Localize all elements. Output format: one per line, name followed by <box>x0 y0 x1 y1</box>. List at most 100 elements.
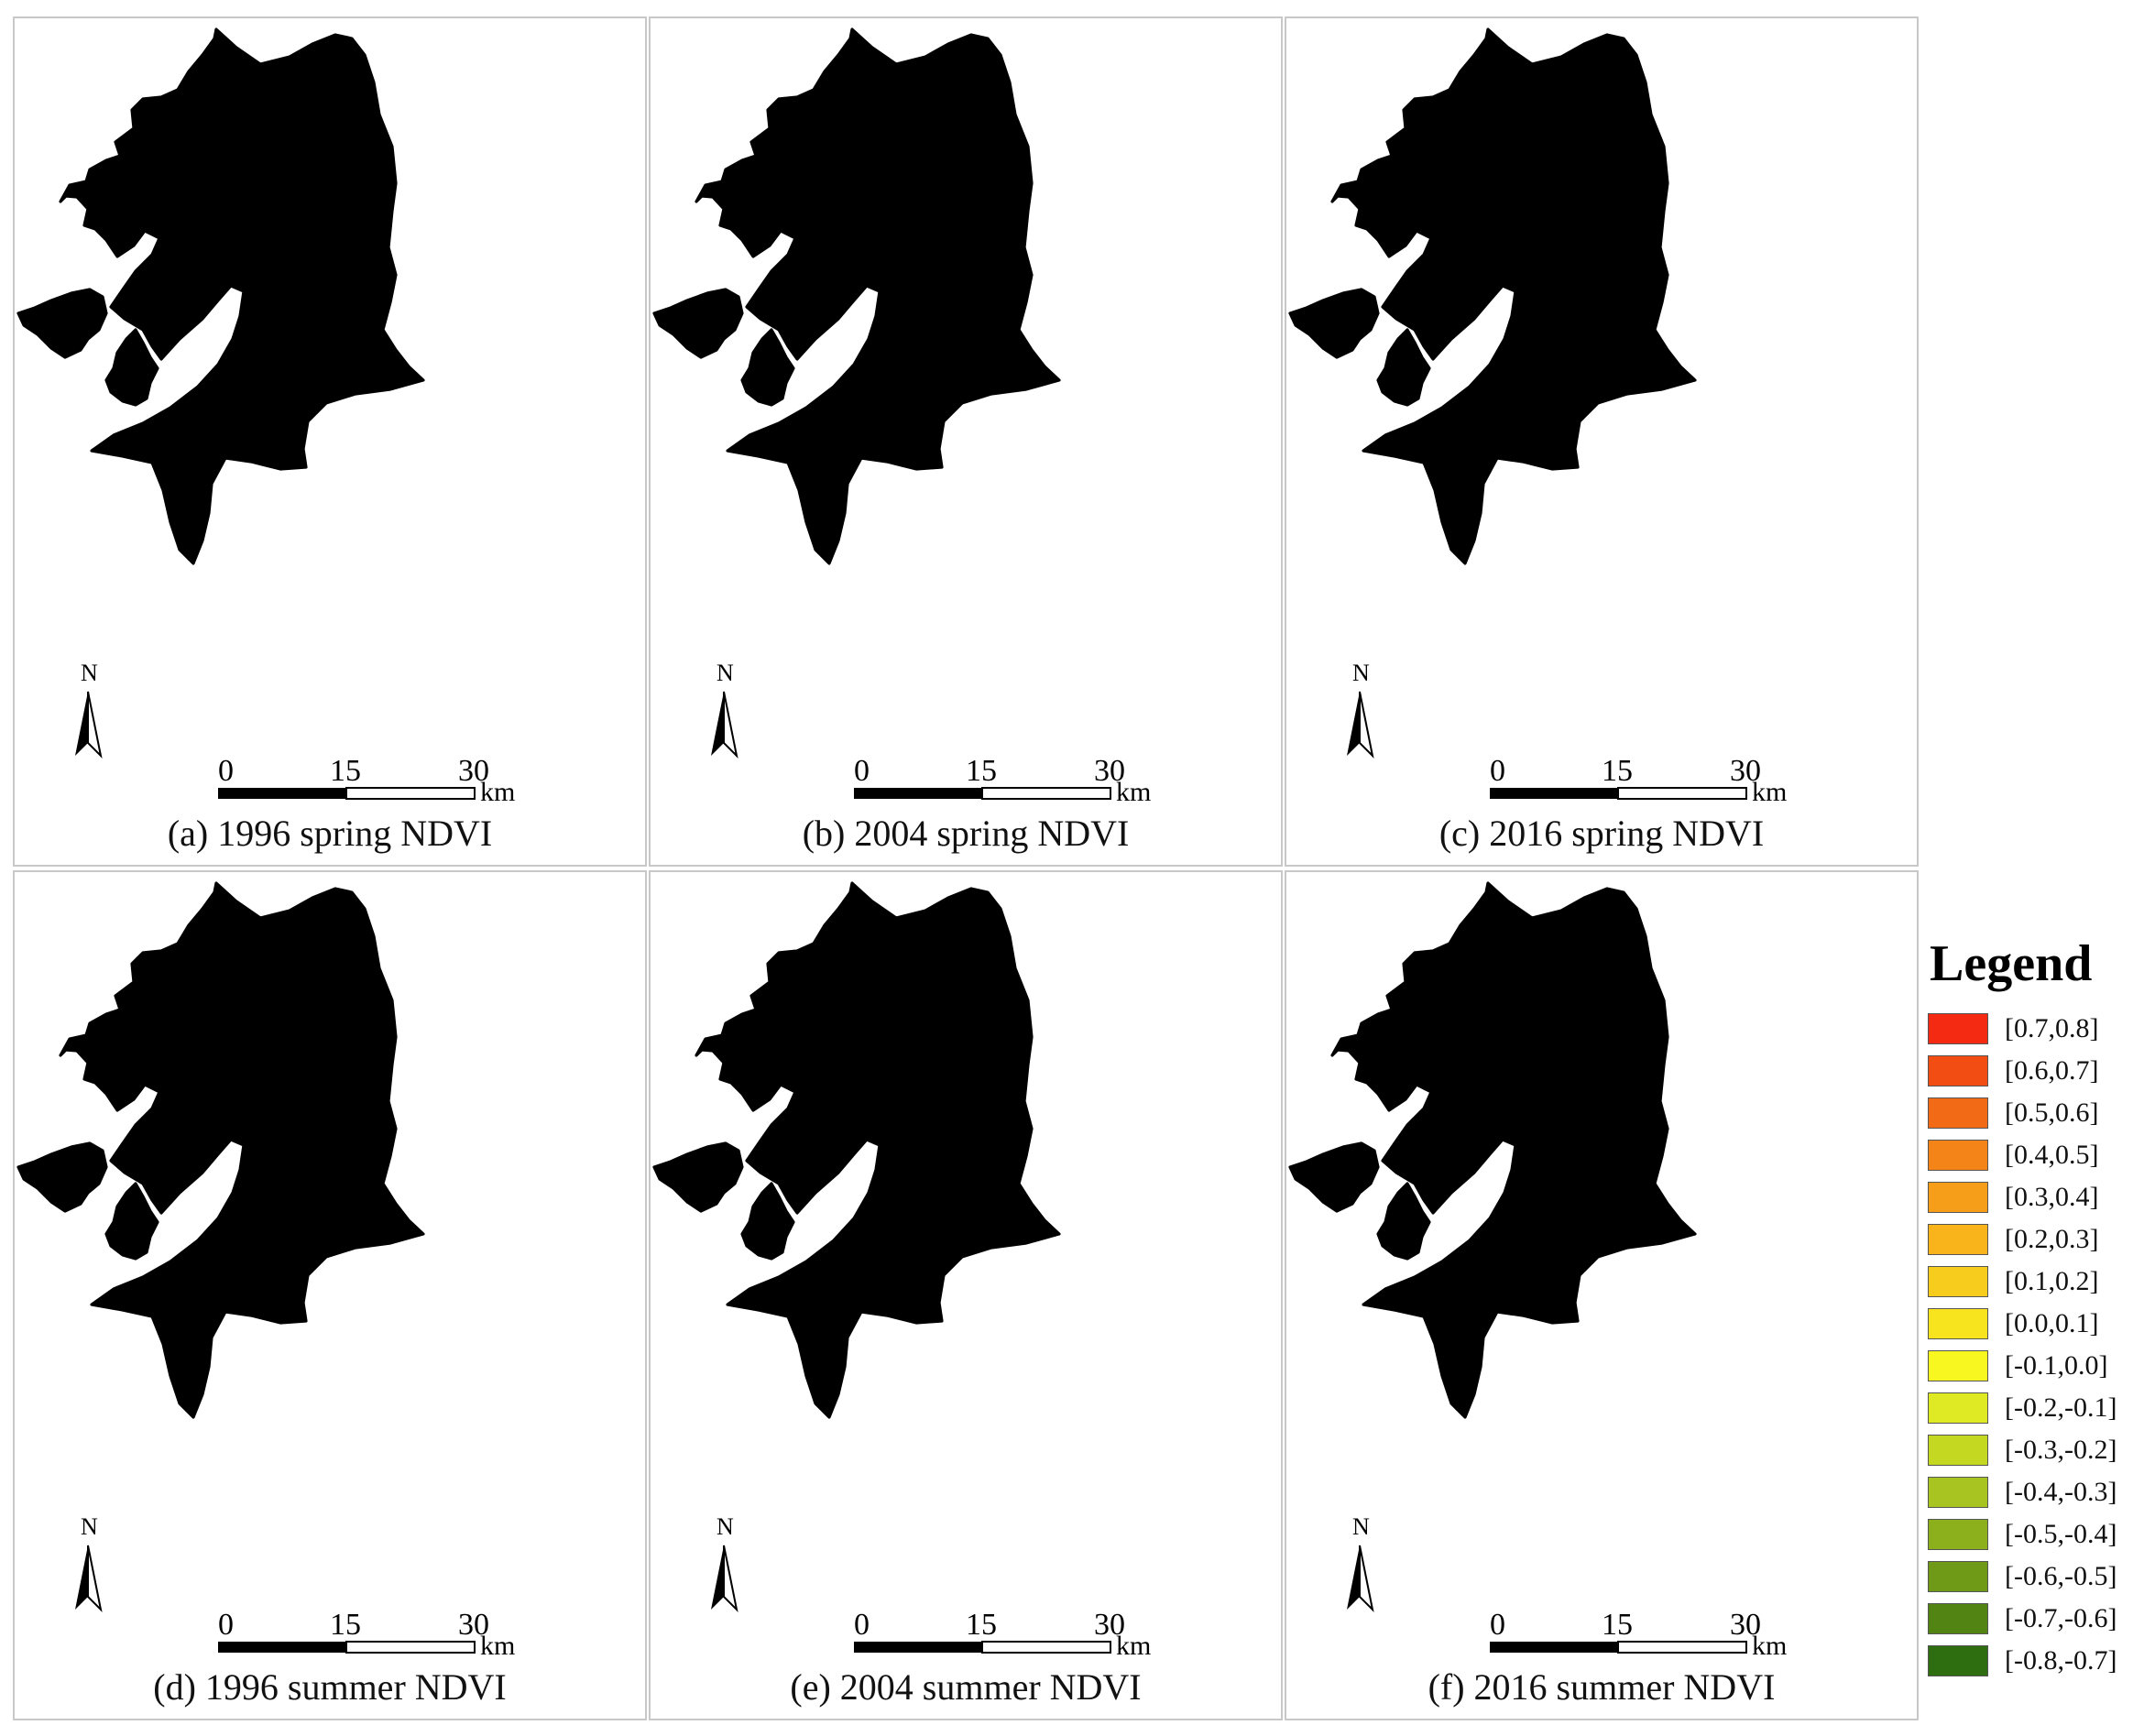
region-boundary <box>1330 881 1697 1419</box>
scale-tick-label: 30 <box>1730 754 1761 788</box>
legend-label: [0.3,0.4] <box>2005 1182 2099 1212</box>
map-panel-d: N 0 15 30 km (d) 1996 summer NDVI <box>13 870 647 1720</box>
ndvi-raster <box>654 29 1059 563</box>
legend-label: [-0.6,-0.5] <box>2005 1561 2117 1591</box>
north-arrow-icon: N <box>75 1513 103 1613</box>
legend-swatch <box>1928 1477 1988 1508</box>
region-boundary <box>695 881 1061 1419</box>
north-arrow-icon: N <box>75 660 103 759</box>
legend-item: [0.5,0.6] <box>1928 1092 2139 1134</box>
map-panel-a: N 0 15 30 km (a) 1996 spring NDVI <box>13 16 647 867</box>
north-label: N <box>716 660 734 686</box>
scale-tick-label: 0 <box>218 1608 234 1642</box>
legend-swatch <box>1928 1519 1988 1550</box>
scale-tick-label: 30 <box>458 754 489 788</box>
region-boundary <box>1376 1182 1431 1261</box>
legend-label: [-0.5,-0.4] <box>2005 1519 2117 1549</box>
legend-item: [0.3,0.4] <box>1928 1176 2139 1218</box>
legend-label: [-0.8,-0.7] <box>2005 1645 2117 1676</box>
scale-tick-label: 0 <box>854 1608 870 1642</box>
ndvi-raster <box>1290 29 1695 563</box>
region-boundary <box>695 27 1061 565</box>
legend-swatch <box>1928 1308 1988 1339</box>
scale-tick-label: 0 <box>218 754 234 788</box>
scale-unit-label: km <box>480 777 515 807</box>
scale-unit-label: km <box>1752 777 1787 807</box>
map-panel-f: N 0 15 30 km (f) 2016 summer NDVI <box>1285 870 1919 1720</box>
scale-tick-label: 30 <box>1094 1608 1125 1642</box>
scale-tick-label: 15 <box>1602 1608 1633 1642</box>
ndvi-raster <box>18 883 423 1417</box>
scale-tick-label: 0 <box>1490 754 1505 788</box>
legend-label: [0.0,0.1] <box>2005 1308 2099 1338</box>
region-boundary <box>1330 27 1697 565</box>
region-boundary <box>652 288 744 359</box>
scale-unit-label: km <box>1116 1631 1151 1661</box>
legend-item: [-0.2,-0.1] <box>1928 1387 2139 1429</box>
legend-swatch <box>1928 1392 1988 1424</box>
region-boundary <box>740 1182 795 1261</box>
legend: Legend [0.7,0.8] [0.6,0.7] [0.5,0.6] [0.4,0… <box>1928 934 2139 1682</box>
region-boundary <box>59 27 425 565</box>
legend-label: [-0.7,-0.6] <box>2005 1603 2117 1633</box>
scale-tick-label: 15 <box>966 1608 997 1642</box>
legend-item: [-0.3,-0.2] <box>1928 1429 2139 1471</box>
legend-swatch <box>1928 1097 1988 1129</box>
legend-item: [-0.8,-0.7] <box>1928 1640 2139 1682</box>
panel-caption: (f) 2016 summer NDVI <box>1428 1666 1776 1708</box>
legend-item: [-0.5,-0.4] <box>1928 1513 2139 1556</box>
legend-label: [0.7,0.8] <box>2005 1013 2099 1043</box>
legend-swatch <box>1928 1603 1988 1634</box>
legend-label: [-0.2,-0.1] <box>2005 1392 2117 1423</box>
legend-item: [-0.4,-0.3] <box>1928 1471 2139 1513</box>
legend-label: [-0.4,-0.3] <box>2005 1477 2117 1507</box>
region-boundary <box>652 1141 744 1213</box>
north-label: N <box>81 660 98 686</box>
legend-swatch <box>1928 1561 1988 1592</box>
legend-item: [0.7,0.8] <box>1928 1008 2139 1050</box>
legend-items: [0.7,0.8] [0.6,0.7] [0.5,0.6] [0.4,0.5] [0.3… <box>1928 1008 2139 1682</box>
legend-swatch <box>1928 1224 1988 1255</box>
region-boundary <box>1288 288 1380 359</box>
north-arrow-icon: N <box>1347 1513 1374 1613</box>
panel-caption: (e) 2004 summer NDVI <box>790 1666 1142 1708</box>
scale-tick-label: 0 <box>1490 1608 1505 1642</box>
legend-item: [-0.6,-0.5] <box>1928 1556 2139 1598</box>
scale-unit-label: km <box>1116 777 1151 807</box>
map-panel-e: N 0 15 30 km (e) 2004 summer NDVI <box>649 870 1283 1720</box>
scale-tick-label: 0 <box>854 754 870 788</box>
scale-tick-label: 15 <box>966 754 997 788</box>
map-panel-b: N 0 15 30 km (b) 2004 spring NDVI <box>649 16 1283 867</box>
legend-item: [0.6,0.7] <box>1928 1050 2139 1092</box>
legend-swatch <box>1928 1140 1988 1171</box>
scale-tick-label: 15 <box>330 1608 361 1642</box>
north-arrow-icon: N <box>711 660 738 759</box>
scale-tick-label: 30 <box>458 1608 489 1642</box>
legend-swatch <box>1928 1350 1988 1381</box>
legend-swatch <box>1928 1055 1988 1086</box>
region-boundary <box>740 328 795 407</box>
legend-title: Legend <box>1930 935 2093 992</box>
scale-tick-label: 30 <box>1094 754 1125 788</box>
region-boundary <box>1288 1141 1380 1213</box>
region-boundary <box>59 881 425 1419</box>
north-arrow-icon: N <box>1347 660 1374 759</box>
panel-caption: (a) 1996 spring NDVI <box>167 813 493 854</box>
ndvi-raster <box>1290 883 1695 1417</box>
legend-swatch <box>1928 1013 1988 1044</box>
ndvi-raster <box>654 883 1059 1417</box>
legend-label: [0.1,0.2] <box>2005 1266 2099 1296</box>
legend-item: [0.4,0.5] <box>1928 1134 2139 1176</box>
north-label: N <box>1352 1513 1370 1540</box>
legend-label: [-0.1,0.0] <box>2005 1350 2108 1381</box>
